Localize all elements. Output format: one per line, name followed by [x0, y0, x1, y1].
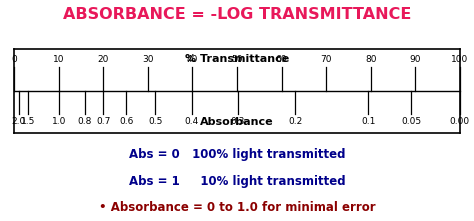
- Text: 10: 10: [53, 55, 64, 64]
- Text: • Absorbance = 0 to 1.0 for minimal error: • Absorbance = 0 to 1.0 for minimal erro…: [99, 201, 375, 214]
- Text: 40: 40: [187, 55, 198, 64]
- Text: 0.2: 0.2: [288, 118, 302, 126]
- Text: 0.6: 0.6: [119, 118, 133, 126]
- Text: ABSORBANCE = -LOG TRANSMITTANCE: ABSORBANCE = -LOG TRANSMITTANCE: [63, 7, 411, 22]
- Text: 0.1: 0.1: [361, 118, 375, 126]
- Text: Abs = 0   100% light transmitted: Abs = 0 100% light transmitted: [129, 148, 345, 161]
- Text: 20: 20: [98, 55, 109, 64]
- Text: % Transmittance: % Transmittance: [185, 55, 289, 65]
- Text: 1.5: 1.5: [21, 118, 36, 126]
- Text: 60: 60: [276, 55, 287, 64]
- Text: 2.0: 2.0: [11, 118, 26, 126]
- Text: 100: 100: [451, 55, 468, 64]
- Text: 80: 80: [365, 55, 376, 64]
- Text: 0.3: 0.3: [230, 118, 245, 126]
- Text: 0.7: 0.7: [96, 118, 110, 126]
- Text: 0: 0: [11, 55, 17, 64]
- Text: Abs = 1     10% light transmitted: Abs = 1 10% light transmitted: [128, 175, 346, 188]
- Text: 0.05: 0.05: [401, 118, 421, 126]
- Text: 0.8: 0.8: [78, 118, 92, 126]
- Text: 1.0: 1.0: [52, 118, 66, 126]
- Text: 0.4: 0.4: [184, 118, 199, 126]
- Text: Absorbance: Absorbance: [200, 117, 274, 127]
- Text: 0.00: 0.00: [450, 118, 470, 126]
- Text: 0.5: 0.5: [148, 118, 162, 126]
- Text: 30: 30: [142, 55, 154, 64]
- Text: 70: 70: [320, 55, 332, 64]
- Text: 50: 50: [231, 55, 243, 64]
- Text: 90: 90: [410, 55, 421, 64]
